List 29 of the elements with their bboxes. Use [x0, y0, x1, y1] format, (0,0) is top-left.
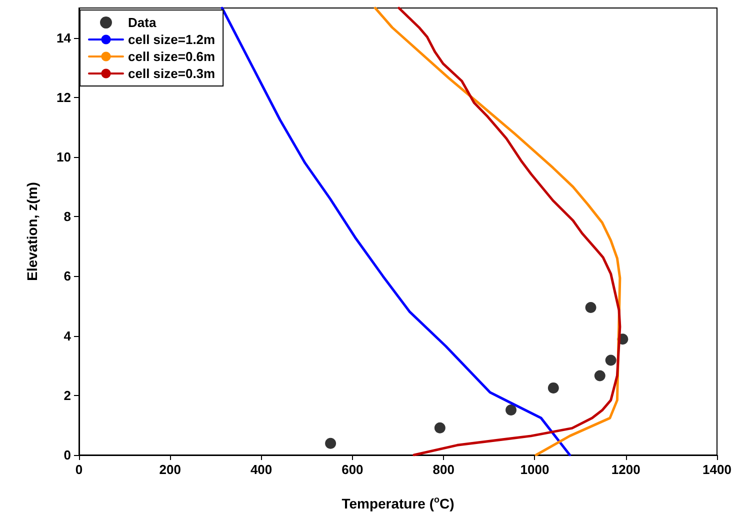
- y-tick-label: 12: [56, 90, 71, 105]
- point: [605, 354, 616, 366]
- point: [548, 382, 559, 394]
- x-tick-label: 1000: [520, 462, 550, 477]
- y-tick-label: 0: [64, 448, 71, 462]
- legend-label: cell size=0.3m: [128, 66, 216, 81]
- x-tick-label: 600: [342, 462, 364, 477]
- y-tick-label: 2: [64, 388, 71, 403]
- y-axis-title: Elevation, z(m): [24, 182, 40, 281]
- x-tick-label: 200: [159, 462, 181, 477]
- point: [585, 302, 596, 313]
- point: [325, 438, 336, 449]
- legend-label: Data: [128, 15, 157, 30]
- point: [434, 422, 446, 434]
- y-tick-label: 8: [64, 209, 71, 224]
- legend-label: cell size=0.6m: [128, 49, 216, 64]
- point: [506, 404, 517, 416]
- legend-label: cell size=1.2m: [128, 32, 216, 47]
- x-tick-label: 0: [75, 462, 83, 477]
- x-tick-label: 1200: [611, 462, 640, 477]
- line-series: [220, 6, 572, 456]
- y-tick-label: 10: [56, 150, 71, 164]
- y-tick-label: 6: [64, 268, 71, 284]
- x-tick-label: 800: [432, 462, 454, 477]
- y-tick-label: 14: [56, 30, 72, 46]
- x-tick-label: 1400: [702, 462, 732, 477]
- point: [594, 370, 606, 382]
- x-tick-label: 400: [250, 462, 272, 477]
- y-tick-label: 4: [64, 328, 72, 344]
